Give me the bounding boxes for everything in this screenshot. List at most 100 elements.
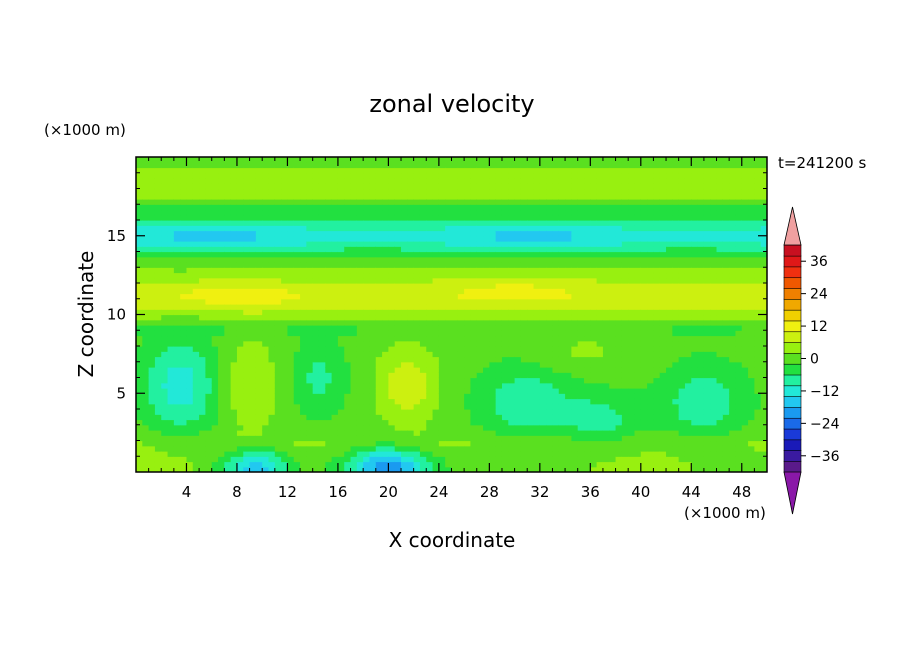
field-cell — [173, 283, 181, 289]
field-cell — [230, 256, 238, 263]
field-cell — [464, 230, 472, 237]
field-cell — [218, 298, 225, 305]
field-cell — [407, 340, 415, 347]
field-cell — [558, 288, 566, 295]
field-cell — [464, 382, 472, 389]
field-cell — [306, 241, 314, 247]
field-cell — [407, 183, 415, 190]
field-cell — [457, 178, 465, 184]
field-cell — [596, 414, 604, 421]
field-cell — [533, 398, 541, 405]
field-cell — [653, 304, 661, 310]
field-cell — [224, 262, 232, 268]
field-cell — [539, 346, 547, 352]
field-cell — [274, 409, 282, 415]
field-cell — [571, 183, 579, 190]
field-cell — [363, 398, 371, 405]
field-cell — [274, 466, 282, 472]
field-cell — [356, 220, 364, 226]
field-cell — [300, 382, 307, 389]
field-cell — [577, 277, 585, 284]
field-cell — [640, 172, 648, 179]
field-cell — [224, 435, 232, 442]
field-cell — [274, 414, 282, 421]
field-cell — [432, 241, 440, 247]
field-cell — [268, 346, 276, 352]
field-cell — [413, 172, 421, 179]
field-cell — [388, 193, 396, 200]
field-cell — [552, 251, 560, 258]
field-cell — [180, 382, 188, 389]
field-cell — [647, 199, 655, 205]
field-cell — [161, 451, 169, 457]
field-cell — [148, 409, 156, 415]
field-cell — [501, 246, 509, 253]
field-cell — [230, 340, 238, 347]
field-cell — [445, 356, 453, 363]
field-cell — [426, 346, 434, 352]
field-cell — [457, 351, 465, 358]
field-cell — [457, 367, 465, 373]
field-cell — [255, 199, 263, 205]
field-cell — [508, 298, 516, 305]
field-cell — [508, 162, 516, 169]
field-cell — [249, 225, 257, 232]
field-cell — [552, 199, 560, 205]
field-cell — [432, 235, 440, 242]
field-cell — [653, 382, 661, 389]
field-cell — [382, 220, 389, 226]
field-cell — [539, 351, 547, 358]
field-cell — [218, 466, 225, 472]
field-cell — [508, 214, 516, 221]
field-cell — [584, 325, 591, 331]
field-cell — [539, 267, 547, 274]
field-cell — [199, 272, 207, 279]
field-cell — [142, 346, 150, 352]
field-cell — [407, 377, 415, 384]
field-cell — [205, 382, 213, 389]
field-cell — [558, 430, 566, 436]
field-cell — [407, 214, 415, 221]
field-cell — [331, 361, 339, 368]
field-cell — [653, 293, 661, 300]
field-cell — [262, 199, 270, 205]
field-cell — [218, 430, 225, 436]
field-cell — [558, 162, 566, 169]
field-cell — [312, 372, 320, 379]
field-cell — [401, 451, 408, 457]
field-cell — [148, 445, 156, 452]
field-cell — [514, 451, 522, 457]
field-cell — [628, 304, 636, 310]
field-cell — [653, 330, 661, 337]
field-cell — [236, 251, 244, 258]
field-cell — [413, 403, 421, 410]
field-cell — [230, 298, 238, 305]
field-cell — [300, 199, 307, 205]
field-cell — [255, 178, 263, 184]
field-cell — [255, 356, 263, 363]
field-cell — [161, 183, 169, 190]
field-cell — [464, 456, 472, 463]
field-cell — [419, 377, 427, 384]
field-cell — [268, 361, 276, 368]
field-cell — [306, 183, 314, 190]
field-cell — [154, 356, 162, 363]
field-cell — [407, 204, 415, 211]
field-cell — [552, 319, 560, 326]
field-cell — [167, 335, 175, 342]
field-cell — [394, 445, 402, 452]
field-cell — [401, 351, 408, 358]
field-cell — [584, 424, 591, 431]
field-cell — [464, 440, 472, 447]
field-cell — [388, 393, 396, 400]
field-cell — [401, 157, 408, 163]
field-cell — [470, 403, 478, 410]
field-cell — [312, 424, 320, 431]
field-cell — [508, 424, 516, 431]
field-cell — [344, 256, 352, 263]
field-cell — [419, 293, 427, 300]
field-cell — [300, 419, 307, 426]
field-cell — [142, 361, 150, 368]
field-cell — [401, 325, 408, 331]
field-cell — [464, 393, 472, 400]
